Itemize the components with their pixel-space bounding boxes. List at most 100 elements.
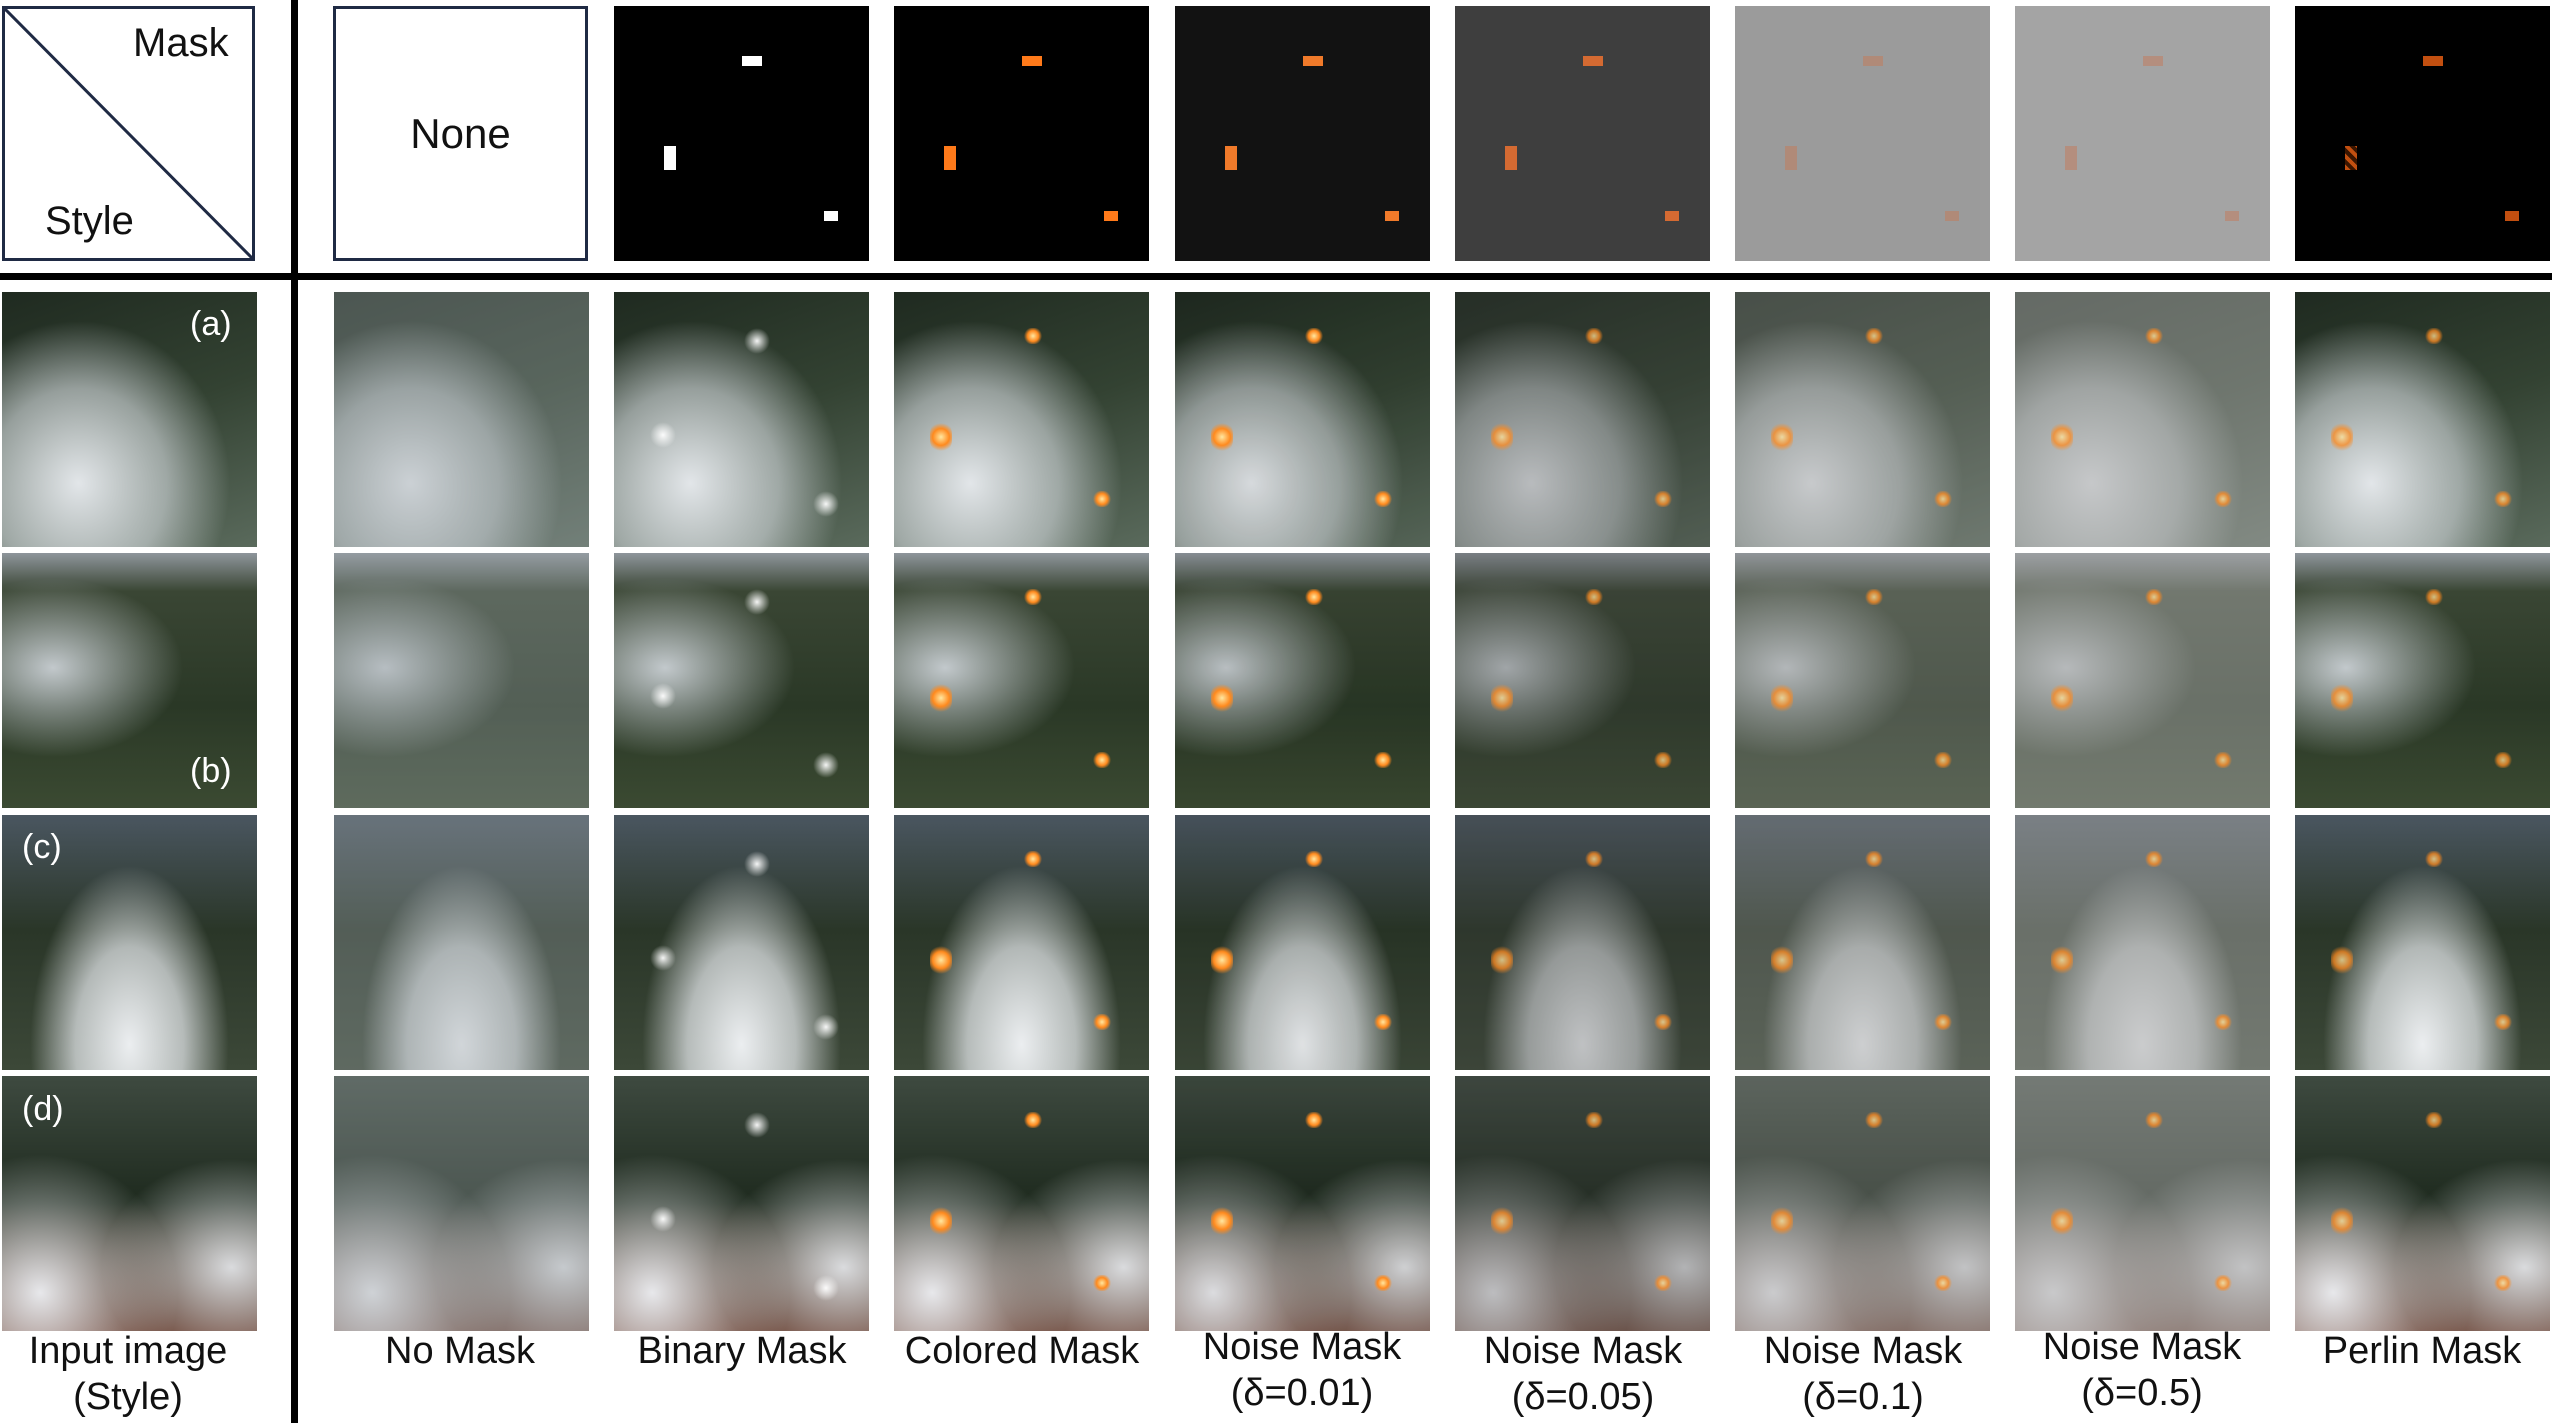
fire-mark: [2145, 1111, 2164, 1128]
fire-mark: [2330, 1206, 2353, 1237]
fire-mark: [2425, 1111, 2444, 1128]
fire-mark: [1210, 945, 1233, 976]
binary-mask-thumbnail: [614, 6, 869, 261]
image-d-no-mask: [334, 1076, 589, 1331]
image-c-noise-005: [1455, 815, 1710, 1070]
image-a-colored: [894, 292, 1149, 547]
image-c-noise-01: [1735, 815, 1990, 1070]
white-blob-mark: [813, 1275, 840, 1302]
image-c-noise-05: [2015, 815, 2270, 1070]
caption-binary-mask: Binary Mask: [637, 1330, 847, 1372]
fire-mark: [1305, 588, 1324, 605]
white-blob-mark: [649, 683, 676, 710]
fire-mark: [1585, 1111, 1604, 1128]
image-a-noise-005: [1455, 292, 1710, 547]
fire-mark: [1934, 1014, 1953, 1031]
fire-mark: [2145, 327, 2164, 344]
fire-mark: [2145, 588, 2164, 605]
fire-mark: [2494, 752, 2513, 769]
mask-axis-label: Mask: [133, 21, 229, 65]
fire-mark: [1770, 683, 1793, 714]
fire-mark: [2214, 1275, 2233, 1292]
fire-mark: [1585, 588, 1604, 605]
fire-mark: [2330, 422, 2353, 453]
image-a-noise-001: [1175, 292, 1430, 547]
fire-mark: [1770, 945, 1793, 976]
fire-mark: [2494, 1275, 2513, 1292]
fire-mark: [1024, 327, 1043, 344]
fire-mark: [1210, 422, 1233, 453]
image-c-no-mask: [334, 815, 589, 1070]
image-d-input: [2, 1076, 257, 1331]
white-blob-mark: [813, 752, 840, 779]
image-b-noise-001: [1175, 553, 1430, 808]
white-blob-mark: [649, 422, 676, 449]
fire-mark: [1490, 1206, 1513, 1237]
noise-mask-01-thumbnail: [1735, 6, 1990, 261]
image-c-input: [2, 815, 257, 1070]
fire-mark: [2425, 588, 2444, 605]
fire-mark: [1654, 491, 1673, 508]
horizontal-separator: [0, 273, 2552, 280]
perlin-mask-thumbnail: [2295, 6, 2550, 261]
caption-colored-mask: Colored Mask: [904, 1330, 1140, 1372]
fire-mark: [1024, 1111, 1043, 1128]
fire-mark: [2425, 850, 2444, 867]
image-b-perlin: [2295, 553, 2550, 808]
fire-mark: [1865, 588, 1884, 605]
noise-mask-005-thumbnail: [1455, 6, 1710, 261]
vertical-separator: [291, 0, 298, 1423]
caption-no-mask: No Mask: [385, 1330, 535, 1372]
fire-mark: [2050, 945, 2073, 976]
style-axis-label: Style: [45, 199, 134, 243]
fire-mark: [1934, 1275, 1953, 1292]
fire-mark: [1024, 850, 1043, 867]
fire-mark: [1374, 1014, 1393, 1031]
fire-mark: [1865, 327, 1884, 344]
fire-mark: [2214, 1014, 2233, 1031]
image-a-perlin: [2295, 292, 2550, 547]
image-b-binary: [614, 553, 869, 808]
row-label-a: (a): [190, 305, 232, 343]
image-a-no-mask: [334, 292, 589, 547]
caption-noise-mask-01: Noise Mask (δ=0.1): [1763, 1330, 1963, 1418]
row-label-c: (c): [22, 828, 62, 866]
image-a-binary: [614, 292, 869, 547]
image-a-noise-01: [1735, 292, 1990, 547]
fire-mark: [1374, 1275, 1393, 1292]
colored-mask-thumbnail: [894, 6, 1149, 261]
row-label-b: (b): [190, 752, 232, 790]
fire-mark: [1654, 1275, 1673, 1292]
fire-mark: [929, 945, 952, 976]
corner-header-box: Mask Style: [2, 6, 255, 261]
white-blob-mark: [813, 1014, 840, 1041]
image-d-noise-05: [2015, 1076, 2270, 1331]
fire-mark: [2145, 850, 2164, 867]
white-blob-mark: [649, 1206, 676, 1233]
fire-mark: [2425, 327, 2444, 344]
fire-mark: [2330, 683, 2353, 714]
fire-mark: [1093, 752, 1112, 769]
row-label-d: (d): [22, 1090, 64, 1128]
fire-mark: [929, 683, 952, 714]
fire-mark: [1093, 491, 1112, 508]
fire-mark: [1490, 945, 1513, 976]
white-blob-mark: [744, 850, 771, 877]
fire-mark: [1374, 491, 1393, 508]
white-blob-mark: [813, 491, 840, 518]
image-c-colored: [894, 815, 1149, 1070]
fire-mark: [1770, 1206, 1793, 1237]
fire-mark: [1654, 752, 1673, 769]
caption-noise-mask-005: Noise Mask (δ=0.05): [1483, 1330, 1683, 1418]
noise-mask-001-thumbnail: [1175, 6, 1430, 261]
image-a-input: [2, 292, 257, 547]
fire-mark: [2494, 491, 2513, 508]
caption-noise-mask-05: Noise Mask (δ=0.5): [2042, 1326, 2242, 1414]
none-label: None: [410, 109, 511, 157]
image-b-colored: [894, 553, 1149, 808]
image-d-binary: [614, 1076, 869, 1331]
white-blob-mark: [744, 1111, 771, 1138]
fire-mark: [2330, 945, 2353, 976]
image-b-no-mask: [334, 553, 589, 808]
fire-mark: [1770, 422, 1793, 453]
